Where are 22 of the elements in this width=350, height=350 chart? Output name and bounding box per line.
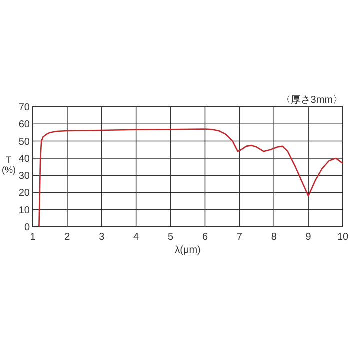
- y-tick-label: 20: [18, 188, 30, 200]
- y-tick-label: 0: [24, 222, 30, 234]
- x-tick-label: 8: [271, 232, 278, 243]
- text: 〈厚さ3mm〉: [280, 95, 343, 106]
- x-axis-title: λ(μm): [175, 245, 201, 256]
- y-tick-label: 40: [18, 154, 30, 165]
- x-tick-label: 4: [134, 232, 140, 243]
- x-tick-label: 7: [236, 232, 243, 243]
- x-tick-label: 1: [30, 232, 36, 243]
- y-axis-title: T (%): [2, 155, 16, 175]
- y-tick-label: 10: [18, 205, 30, 216]
- x-tick-label: 10: [337, 232, 349, 243]
- x-tick-label: 6: [202, 232, 208, 243]
- y-tick-label: 50: [18, 136, 30, 148]
- line-series: [38, 128, 344, 228]
- x-tick-label: 3: [99, 232, 106, 243]
- x-tick-label: 2: [64, 232, 71, 243]
- y-tick-label: 30: [18, 171, 30, 182]
- y-tick-label: 70: [18, 102, 30, 114]
- y-tick-label: 60: [18, 120, 30, 131]
- x-tick-label: 5: [168, 232, 174, 243]
- x-tick-label: 9: [306, 232, 312, 243]
